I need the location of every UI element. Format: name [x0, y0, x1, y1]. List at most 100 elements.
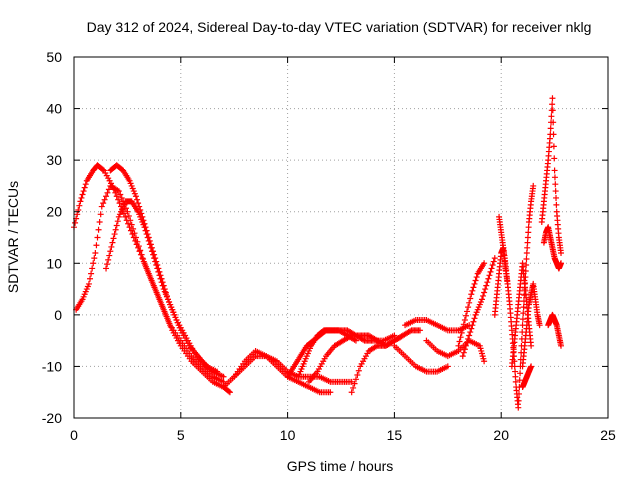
data-point: [148, 277, 155, 284]
data-point: [113, 193, 120, 200]
data-point: [158, 275, 165, 282]
data-point: [348, 389, 355, 396]
series-track-o: [455, 260, 488, 349]
data-point: [164, 315, 171, 322]
series-track-r: [519, 280, 543, 370]
data-point: [150, 280, 157, 287]
data-point: [161, 286, 168, 293]
data-point: [461, 346, 468, 353]
data-point: [515, 404, 522, 411]
data-point: [124, 208, 131, 215]
data-point: [354, 372, 361, 379]
data-point: [76, 202, 83, 209]
data-point: [111, 231, 118, 238]
data-point: [550, 131, 557, 138]
series-track-w: [496, 213, 511, 287]
data-point: [144, 267, 151, 274]
data-point: [154, 291, 161, 298]
y-tick-label: -20: [42, 410, 62, 426]
data-point: [97, 211, 104, 218]
data-point: [148, 244, 155, 251]
data-point: [417, 327, 424, 334]
data-point: [486, 272, 493, 279]
data-point: [94, 234, 101, 241]
data-point: [115, 188, 122, 195]
data-point: [549, 107, 556, 114]
y-tick-label: 10: [46, 255, 62, 271]
data-point: [468, 291, 475, 298]
data-point: [136, 203, 143, 210]
data-point: [125, 220, 132, 227]
axis-ticks: 0 5 10 15 20 25 -20 -10 0 10 20 30 40 50: [42, 49, 616, 443]
data-point: [112, 226, 119, 233]
data-point: [74, 211, 81, 218]
data-point: [147, 274, 154, 281]
data-point: [114, 218, 121, 225]
series-track-m: [423, 337, 488, 365]
data-point: [550, 143, 557, 150]
data-point: [464, 308, 471, 315]
data-point: [512, 373, 519, 380]
data-point: [484, 279, 491, 286]
series-track-b: [73, 182, 227, 385]
data-point: [524, 239, 531, 246]
data-point: [490, 258, 497, 265]
data-point: [459, 353, 466, 360]
data-point: [103, 265, 110, 272]
data-point: [152, 255, 159, 262]
data-point: [104, 261, 111, 268]
data-point: [515, 397, 522, 404]
data-point: [467, 329, 474, 336]
data-point: [525, 229, 532, 236]
data-point: [548, 113, 555, 120]
data-point: [93, 242, 100, 249]
data-point: [122, 213, 129, 220]
data-point: [146, 237, 153, 244]
data-point: [530, 182, 537, 189]
data-point: [547, 125, 554, 132]
y-tick-label: 20: [46, 204, 62, 220]
data-point: [143, 227, 150, 234]
data-point: [135, 200, 142, 207]
x-tick-label: 5: [177, 427, 185, 443]
data-point: [516, 377, 523, 384]
data-point: [153, 258, 160, 265]
data-point: [478, 296, 485, 303]
data-point: [485, 275, 492, 282]
data-point: [519, 316, 526, 323]
data-point: [110, 235, 117, 242]
data-point: [455, 342, 462, 349]
series-track-t: [538, 95, 565, 256]
data-point: [158, 301, 165, 308]
data-point: [134, 196, 141, 203]
data-point: [551, 174, 558, 181]
data-point: [480, 292, 487, 299]
data-point: [118, 194, 125, 201]
data-point: [165, 318, 172, 325]
data-point: [144, 231, 151, 238]
data-point: [489, 262, 496, 269]
data-point: [157, 272, 164, 279]
data-point: [523, 262, 530, 269]
data-point: [155, 294, 162, 301]
data-point: [113, 222, 120, 229]
data-point: [140, 255, 147, 262]
data-point: [161, 308, 168, 315]
series-track-s: [519, 363, 535, 391]
data-point: [520, 304, 527, 311]
data-point: [528, 342, 535, 349]
data-point: [162, 289, 169, 296]
data-point: [352, 337, 359, 344]
data-point: [139, 213, 146, 220]
data-point: [350, 384, 357, 391]
data-point: [460, 321, 467, 328]
data-point: [78, 194, 85, 201]
data-point: [226, 389, 233, 396]
data-point: [214, 368, 221, 375]
data-point: [391, 332, 398, 339]
data-point: [91, 255, 98, 262]
data-point: [512, 368, 519, 375]
data-point: [523, 255, 530, 262]
data-point: [468, 325, 475, 332]
data-point: [138, 210, 145, 217]
